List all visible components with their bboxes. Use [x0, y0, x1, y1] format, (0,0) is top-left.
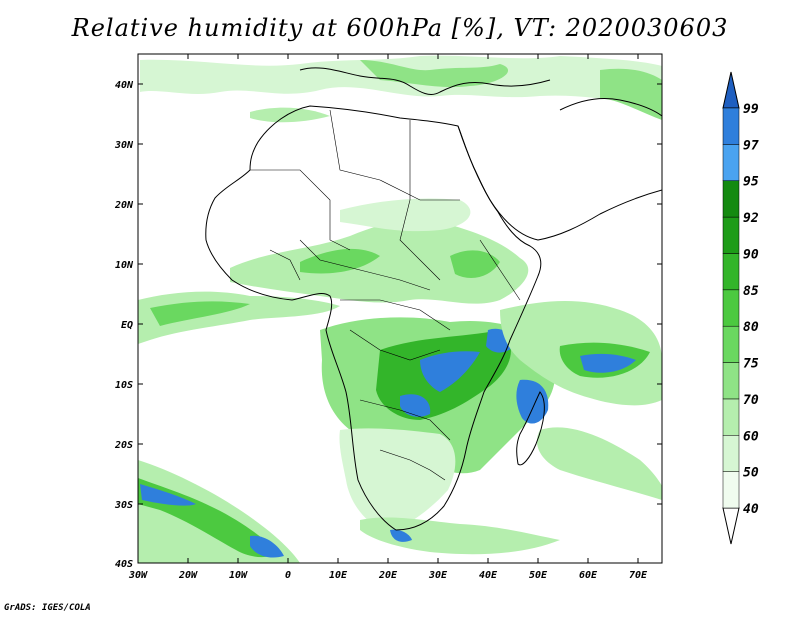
- lat-tick-label: 30S: [114, 500, 133, 511]
- colorbar-swatch: [722, 325, 740, 363]
- lon-tick-label: 30E: [428, 570, 448, 581]
- lat-tick-label: 40N: [115, 80, 134, 91]
- colorbar-swatch: [722, 180, 740, 218]
- colorbar-level-label: 50: [743, 466, 759, 481]
- map-title: Relative humidity at 600hPa [%], VT: 202…: [71, 14, 729, 42]
- lon-tick-label: 10E: [329, 570, 348, 581]
- colorbar-level-label: 80: [743, 320, 759, 335]
- lat-tick-label: 30N: [114, 140, 134, 151]
- map-plot-area: [138, 54, 662, 563]
- plot-frame: [137, 53, 663, 564]
- lon-tick-label: 60E: [579, 570, 598, 581]
- colorbar-swatch: [722, 144, 740, 181]
- colorbar-under-triangle: [722, 507, 740, 545]
- colorbar-swatch: [722, 471, 740, 509]
- lon-tick-label: 30W: [128, 570, 148, 581]
- lon-tick-label: 20W: [178, 570, 198, 581]
- lat-tick-label: 10S: [115, 380, 133, 391]
- lat-tick-label: 20S: [114, 440, 133, 451]
- lon-tick-label: 0: [285, 570, 291, 581]
- lat-tick-label: 40S: [115, 559, 133, 570]
- colorbar-level-label: 40: [743, 502, 759, 517]
- grads-credit: GrADS: IGES/COLA: [4, 603, 91, 613]
- lon-tick-label: 50E: [529, 570, 548, 581]
- lon-tick-label: 10W: [229, 570, 248, 581]
- lon-tick-label: 20E: [378, 570, 398, 581]
- colorbar-level-label: 95: [743, 175, 759, 190]
- colorbar-swatch: [722, 107, 740, 145]
- colorbar-swatch: [722, 362, 740, 400]
- lat-tick-label: EQ: [121, 320, 133, 331]
- colorbar-level-label: 90: [743, 247, 759, 262]
- colorbar-over-triangle: [722, 71, 740, 109]
- colorbar-level-label: 85: [743, 284, 759, 299]
- longitude-axis: 30W 20W 10W 0 10E 20E 30E 40E 50E 60E 70E: [128, 54, 648, 581]
- colorbar-swatch: [722, 253, 740, 291]
- colorbar-level-label: 75: [743, 357, 759, 372]
- humidity-field: [138, 55, 662, 563]
- lon-tick-label: 70E: [629, 570, 648, 581]
- colorbar-swatch: [722, 289, 740, 327]
- colorbar: 40 50 60 70 75 80 85 90 92 95 97 99: [722, 71, 759, 545]
- colorbar-level-label: 97: [743, 138, 759, 153]
- lat-tick-label: 10N: [115, 260, 134, 271]
- lat-tick-label: 20N: [114, 200, 134, 211]
- colorbar-swatch: [722, 398, 740, 436]
- latitude-axis: 40N 30N 20N 10N EQ 10S 20S 30S 40S: [114, 80, 662, 570]
- colorbar-level-label: 70: [743, 393, 759, 408]
- colorbar-swatch: [722, 435, 740, 472]
- colorbar-swatch: [722, 216, 740, 254]
- lon-tick-label: 40E: [479, 570, 498, 581]
- colorbar-level-label: 92: [743, 211, 759, 226]
- colorbar-level-label: 60: [743, 429, 759, 444]
- colorbar-level-label: 99: [743, 102, 759, 117]
- coastline-outline: [205, 67, 662, 531]
- country-borders: [250, 109, 521, 481]
